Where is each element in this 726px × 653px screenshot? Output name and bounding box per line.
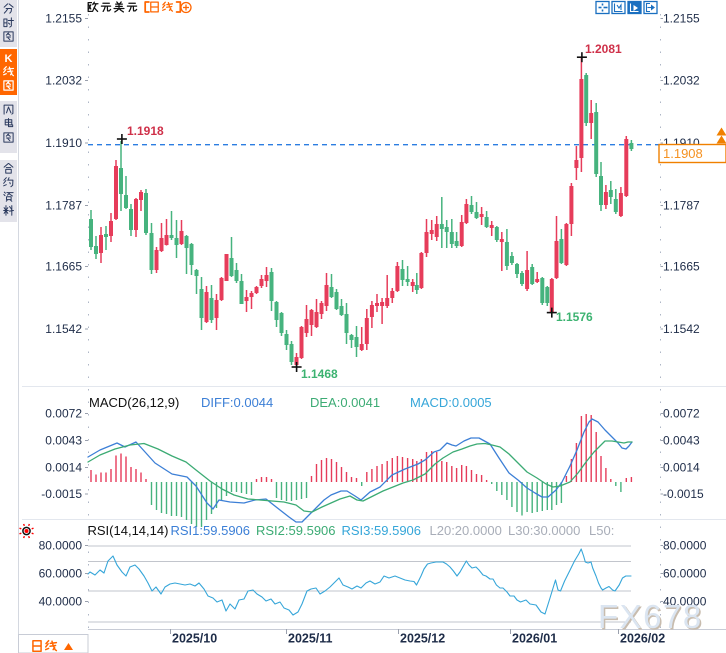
- svg-text:1.1665: 1.1665: [663, 260, 700, 274]
- svg-text:1.1542: 1.1542: [45, 322, 82, 336]
- svg-text:80.0000: 80.0000: [39, 539, 83, 553]
- svg-text:RSI(14,14,14): RSI(14,14,14): [88, 523, 169, 538]
- svg-text:-0.0015: -0.0015: [663, 487, 704, 501]
- svg-text:0.0043: 0.0043: [45, 434, 82, 448]
- svg-text:2025/12: 2025/12: [400, 632, 445, 646]
- svg-text:RSI3:59.5906: RSI3:59.5906: [342, 523, 422, 538]
- svg-text:0.0072: 0.0072: [663, 407, 700, 421]
- svg-text:1.1787: 1.1787: [663, 199, 700, 213]
- svg-text:0.0014: 0.0014: [663, 461, 700, 475]
- svg-text:1.1910: 1.1910: [45, 136, 82, 150]
- svg-text:1.1787: 1.1787: [45, 199, 82, 213]
- svg-text:1.2032: 1.2032: [663, 74, 700, 88]
- svg-text:60.0000: 60.0000: [39, 567, 83, 581]
- svg-text:1.1468: 1.1468: [301, 367, 338, 381]
- svg-text:K: K: [5, 53, 13, 65]
- svg-text:MACD(26,12,9): MACD(26,12,9): [89, 395, 179, 410]
- svg-text:1.1918: 1.1918: [127, 124, 164, 138]
- svg-text:1.2155: 1.2155: [663, 12, 700, 26]
- svg-text:L20:20.0000: L20:20.0000: [430, 523, 502, 538]
- svg-text:2026/01: 2026/01: [512, 632, 557, 646]
- svg-text:0.0043: 0.0043: [663, 434, 700, 448]
- svg-text:1.1908: 1.1908: [663, 146, 703, 161]
- svg-text:40.0000: 40.0000: [39, 595, 83, 609]
- svg-text:DEA:0.0041: DEA:0.0041: [310, 395, 380, 410]
- svg-text:FX678: FX678: [598, 598, 703, 635]
- svg-text:DIFF:0.0044: DIFF:0.0044: [201, 395, 273, 410]
- svg-text:L50:: L50:: [589, 523, 614, 538]
- svg-text:2025/10: 2025/10: [172, 632, 217, 646]
- svg-text:0.0014: 0.0014: [45, 461, 82, 475]
- svg-text:MACD:0.0005: MACD:0.0005: [410, 395, 492, 410]
- svg-text:1.2081: 1.2081: [585, 42, 622, 56]
- svg-text:L30:30.0000: L30:30.0000: [508, 523, 580, 538]
- svg-text:1.1665: 1.1665: [45, 260, 82, 274]
- svg-text:-0.0015: -0.0015: [41, 487, 82, 501]
- svg-text:2026/02: 2026/02: [620, 632, 665, 646]
- svg-text:1.1542: 1.1542: [663, 322, 700, 336]
- svg-text:RSI2:59.5906: RSI2:59.5906: [256, 523, 336, 538]
- svg-text:40.0000: 40.0000: [663, 595, 707, 609]
- svg-text:1.2032: 1.2032: [45, 74, 82, 88]
- svg-text:FX678: FX678: [600, 600, 705, 637]
- svg-text:1.2155: 1.2155: [45, 12, 82, 26]
- svg-text:1.1576: 1.1576: [556, 310, 593, 324]
- svg-text:0.0072: 0.0072: [45, 407, 82, 421]
- svg-text:80.0000: 80.0000: [663, 539, 707, 553]
- svg-text:2025/11: 2025/11: [288, 632, 333, 646]
- svg-text:60.0000: 60.0000: [663, 567, 707, 581]
- svg-text:RSI1:59.5906: RSI1:59.5906: [171, 523, 251, 538]
